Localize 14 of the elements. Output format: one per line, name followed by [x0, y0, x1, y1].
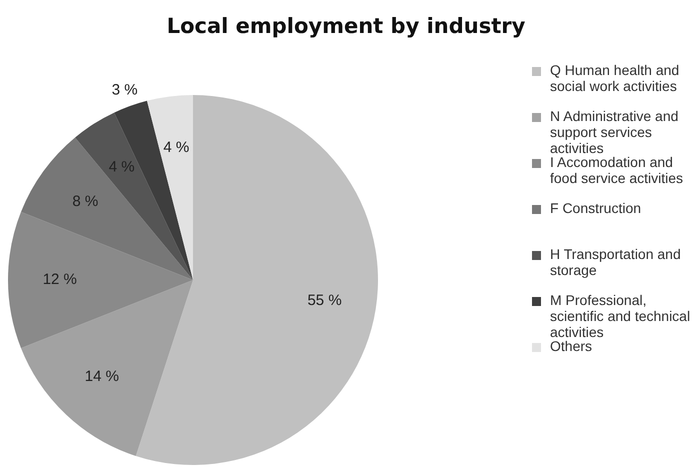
data-label: 55 % [307, 292, 342, 309]
legend-label: I Accomodation and food service activities [550, 154, 684, 186]
data-label: 12 % [42, 271, 77, 288]
data-label: 8 % [72, 192, 98, 210]
legend-label: Q Human health and social work activities [550, 62, 680, 94]
legend-label: Others [550, 338, 592, 354]
data-label: 3 % [112, 81, 138, 98]
chart-title: Local employment by industry [166, 14, 526, 38]
data-label: 4 % [163, 138, 190, 156]
legend-label: F Construction [550, 200, 642, 216]
legend-label: H Transportation and storage [550, 246, 682, 278]
legend-label: M Professional, scientific and technical activities [550, 292, 692, 340]
legend-label: N Administrative and support services activities [550, 108, 680, 156]
data-label: 14 % [84, 368, 119, 386]
